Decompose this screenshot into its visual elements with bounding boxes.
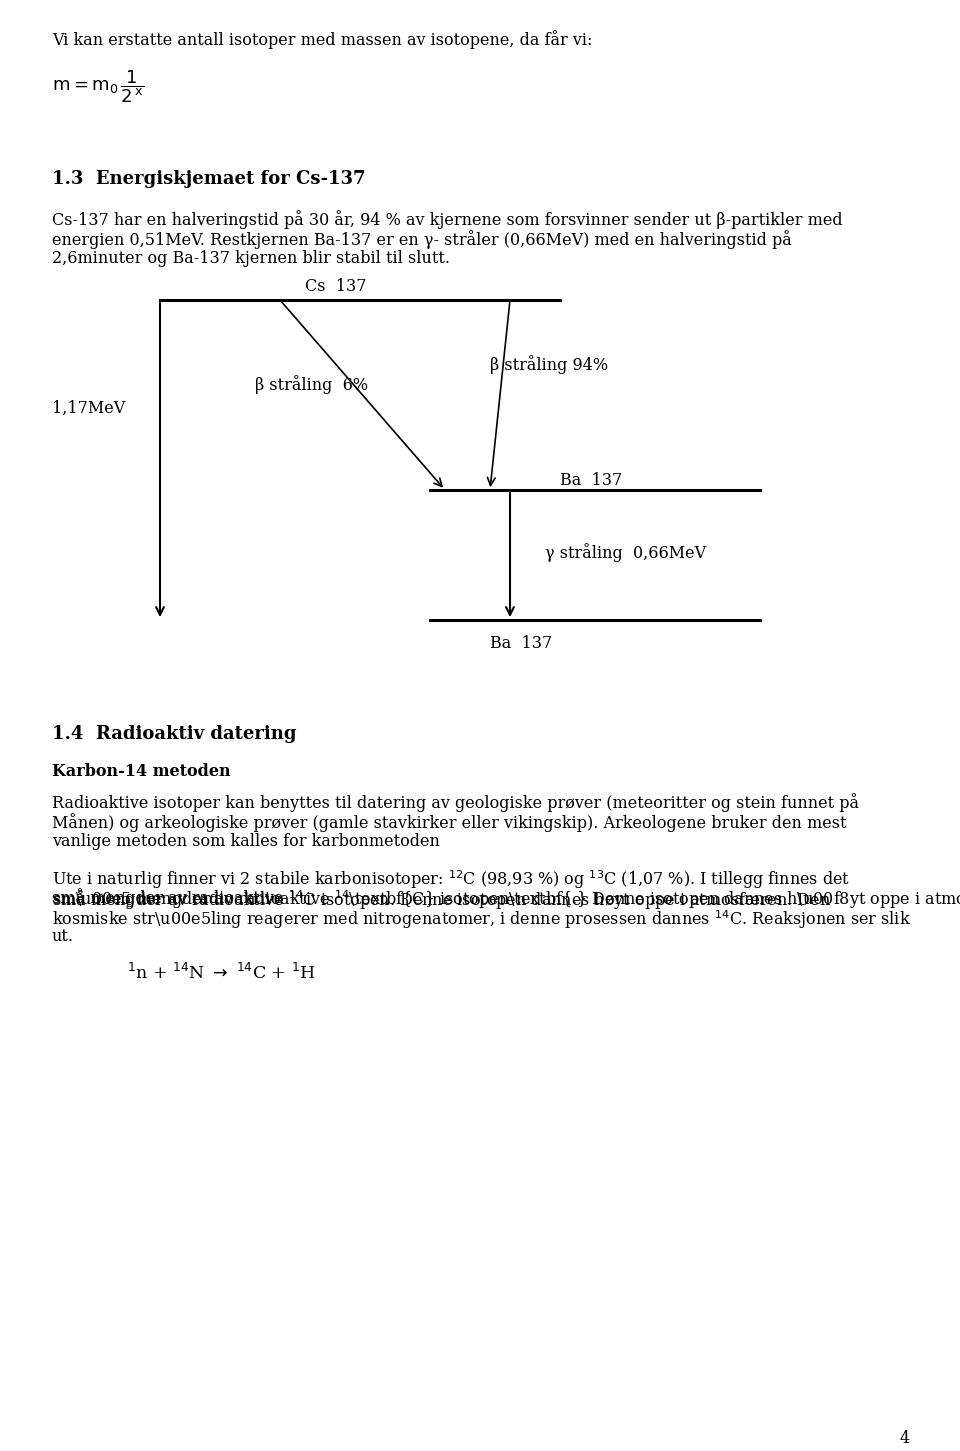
Text: vanlige metoden som kalles for karbonmetoden: vanlige metoden som kalles for karbonmet… bbox=[52, 833, 440, 850]
Text: sm\u00e5 mengder av radioaktive $^{14}$\textbf{C} isotopen\textbf{.} Denne isoto: sm\u00e5 mengder av radioaktive $^{14}$\… bbox=[52, 888, 960, 911]
Text: $\mathrm{m = m_0\,\dfrac{1}{2^{\,x}}}$: $\mathrm{m = m_0\,\dfrac{1}{2^{\,x}}}$ bbox=[52, 68, 144, 104]
Text: 2,6minuter og Ba-137 kjernen blir stabil til slutt.: 2,6minuter og Ba-137 kjernen blir stabil… bbox=[52, 250, 450, 267]
Text: Karbon-14 metoden: Karbon-14 metoden bbox=[52, 763, 230, 781]
Text: Ba  137: Ba 137 bbox=[560, 472, 622, 489]
Text: Månen) og arkeologiske prøver (gamle stavkirker eller vikingskip). Arkeologene b: Månen) og arkeologiske prøver (gamle sta… bbox=[52, 813, 847, 831]
Text: små mengder av radioaktive: små mengder av radioaktive bbox=[52, 888, 289, 907]
Text: β stråling 94%: β stråling 94% bbox=[490, 355, 608, 374]
Text: Cs-137 har en halveringstid på 30 år, 94 % av kjernene som forsvinner sender ut : Cs-137 har en halveringstid på 30 år, 94… bbox=[52, 210, 843, 229]
Text: Vi kan erstatte antall isotoper med massen av isotopene, da får vi:: Vi kan erstatte antall isotoper med mass… bbox=[52, 30, 592, 49]
Text: $^{1}$n + $^{14}$N $\rightarrow$ $^{14}$C + $^{1}$H: $^{1}$n + $^{14}$N $\rightarrow$ $^{14}$… bbox=[127, 963, 316, 984]
Text: Ute i naturlig finner vi 2 stabile karbonisotoper: $^{12}$C (98,93 %) og $^{13}$: Ute i naturlig finner vi 2 stabile karbo… bbox=[52, 868, 851, 891]
Text: Ba  137: Ba 137 bbox=[490, 636, 552, 651]
Text: ut.: ut. bbox=[52, 929, 74, 945]
Text: 4: 4 bbox=[900, 1431, 910, 1447]
Text: Cs  137: Cs 137 bbox=[305, 279, 367, 295]
Text: 1.4  Radioaktiv datering: 1.4 Radioaktiv datering bbox=[52, 726, 297, 743]
Text: 1.3  Energiskjemaet for Cs-137: 1.3 Energiskjemaet for Cs-137 bbox=[52, 170, 366, 189]
Text: kosmiske str\u00e5ling reagerer med nitrogenatomer, i denne prosessen dannes $^{: kosmiske str\u00e5ling reagerer med nitr… bbox=[52, 908, 911, 930]
Text: Radioaktive isotoper kan benyttes til datering av geologiske prøver (meteoritter: Radioaktive isotoper kan benyttes til da… bbox=[52, 794, 859, 813]
Text: energien 0,51MeV. Restkjernen Ba-137 er en γ- stråler (0,66MeV) med en halvering: energien 0,51MeV. Restkjernen Ba-137 er … bbox=[52, 231, 792, 250]
Text: 1,17MeV: 1,17MeV bbox=[52, 400, 125, 416]
Text: β stråling  6%: β stråling 6% bbox=[255, 374, 368, 393]
Text: små mengder av radioaktive $^{14}$C isotopen. Denne isotopen dannes høyt oppe i : små mengder av radioaktive $^{14}$C isot… bbox=[52, 888, 831, 911]
Text: γ stråling  0,66MeV: γ stråling 0,66MeV bbox=[545, 543, 707, 562]
